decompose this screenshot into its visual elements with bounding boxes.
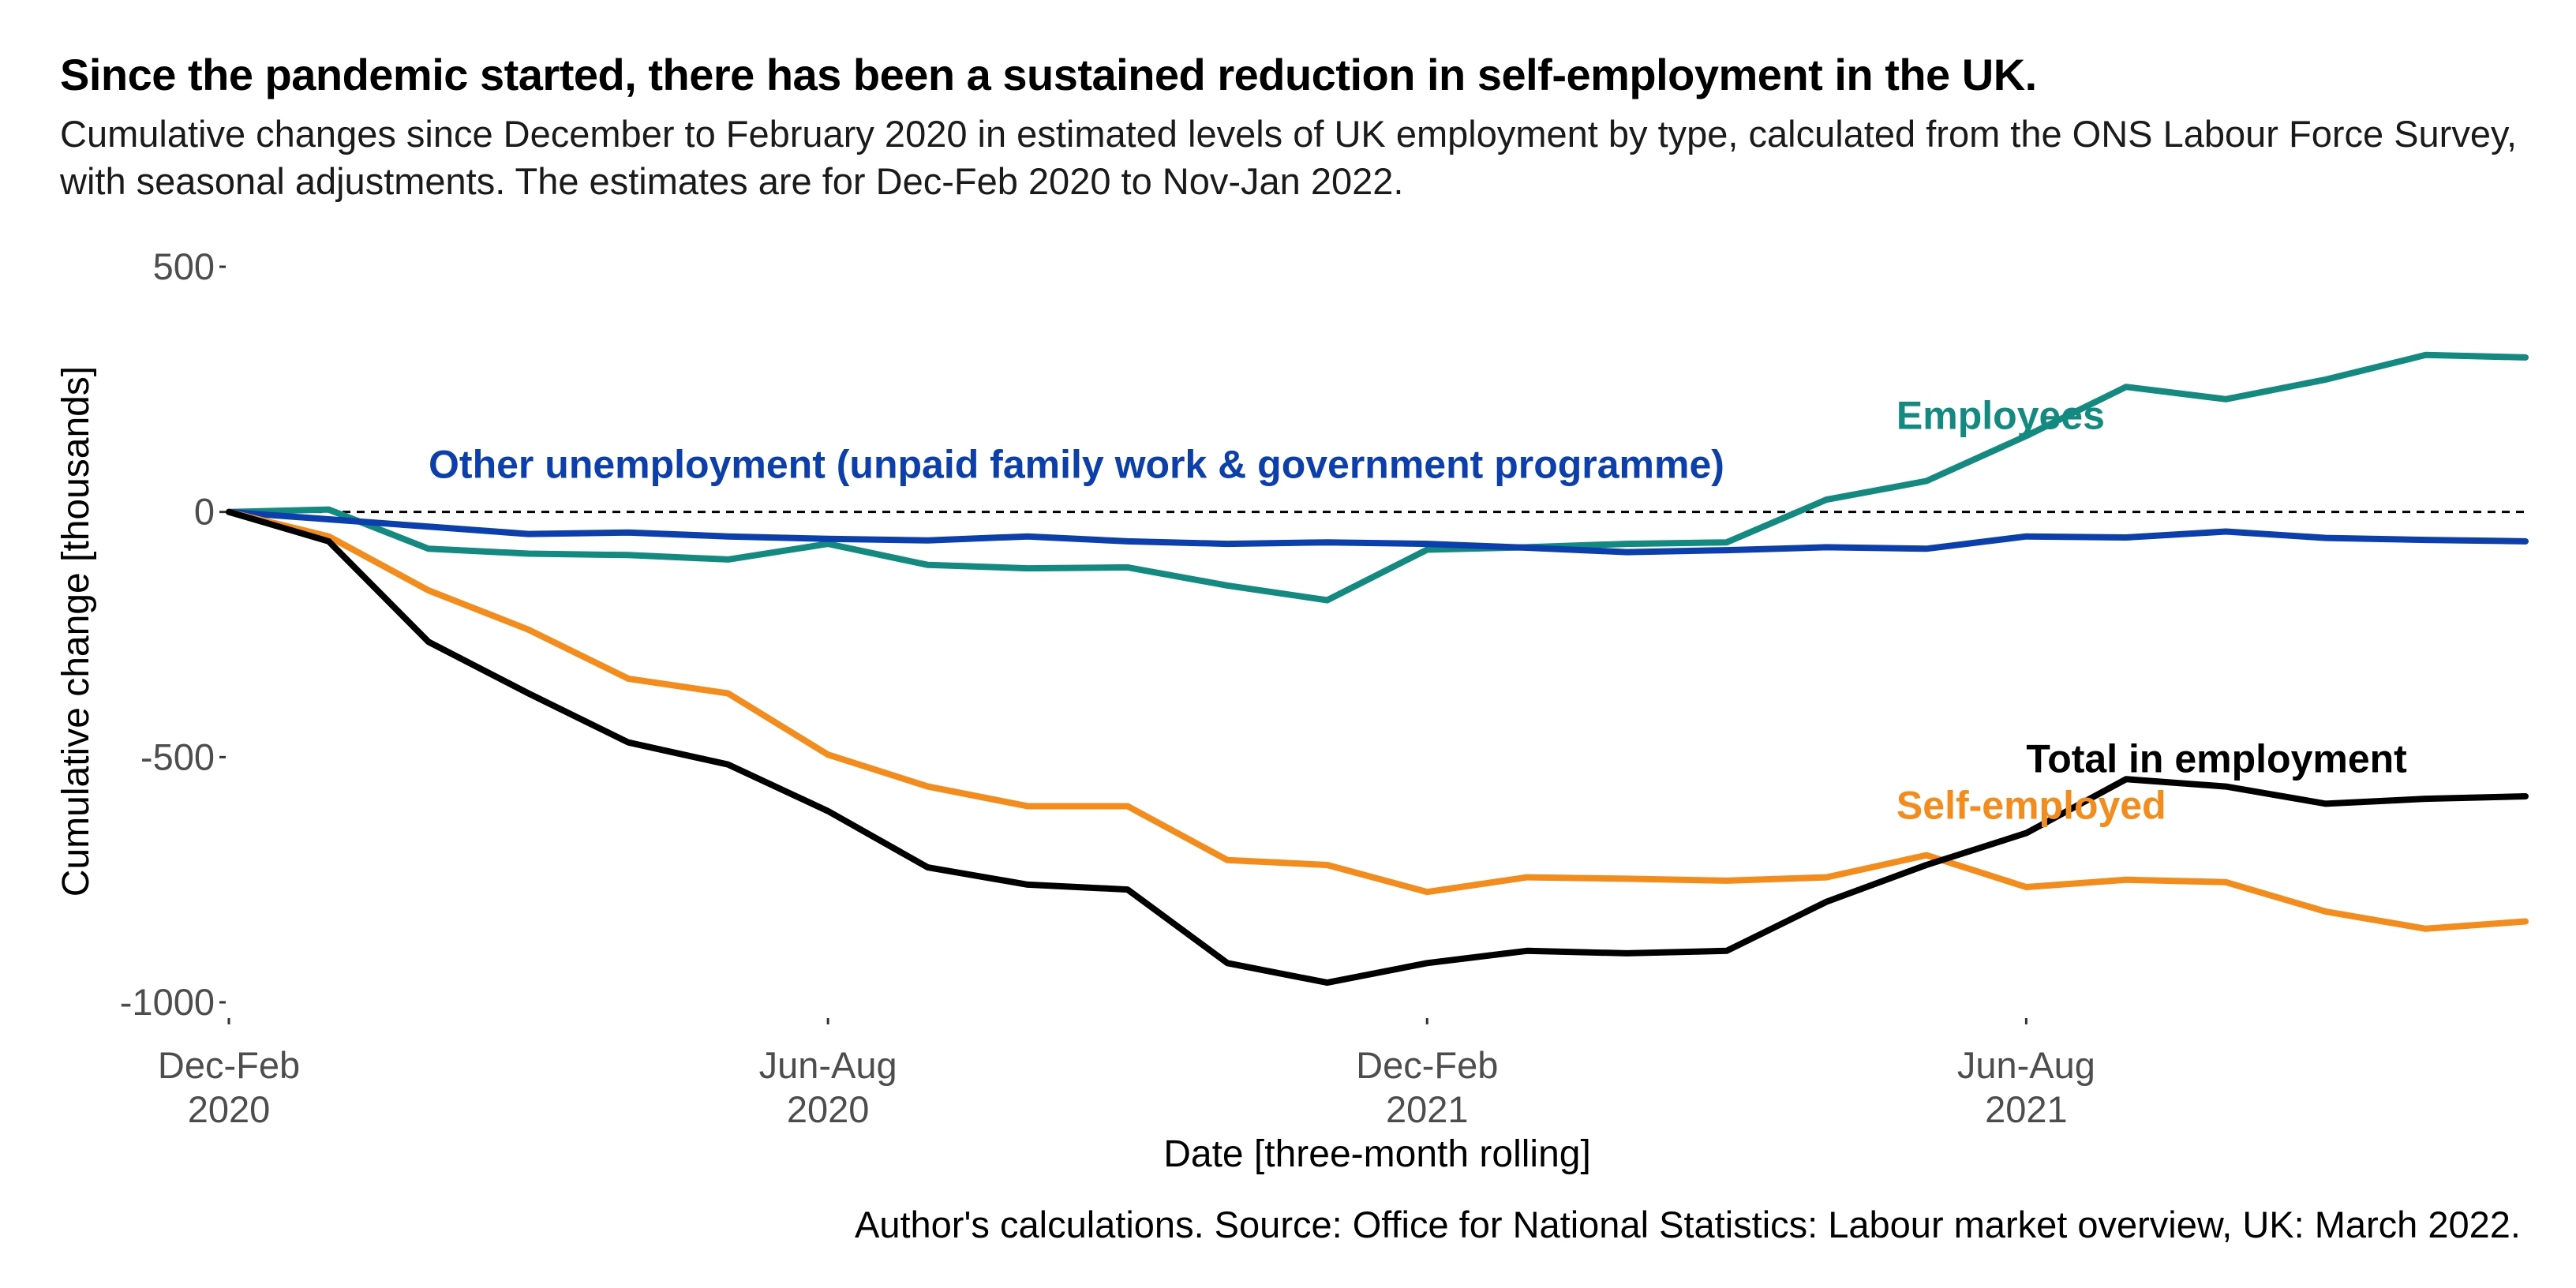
series-line-other-unemployment-unpaid-family-work-government-programme <box>226 508 2529 556</box>
x-tick-label: 2020 <box>787 1088 870 1130</box>
y-tick-label: -1000 <box>120 981 215 1023</box>
series-label-total-in-employment: Total in employment <box>2026 736 2407 781</box>
series-line-total-in-employment <box>226 508 2529 987</box>
y-tick-label: 500 <box>153 245 215 287</box>
series-line-employees <box>226 351 2529 604</box>
series-label-self-employed: Self-employed <box>1896 783 2166 827</box>
x-axis-title: Date [three-month rolling] <box>1163 1133 1591 1175</box>
x-tick-label: Jun-Aug <box>1957 1044 2095 1086</box>
chart-title: Since the pandemic started, there has be… <box>60 50 2037 99</box>
x-tick-label: 2021 <box>1386 1088 1469 1130</box>
series-labels: Employees Other unemployment (unpaid fami… <box>429 394 2407 828</box>
x-tick-label: Jun-Aug <box>759 1044 897 1086</box>
y-axis: 500 0 -500 -1000 <box>120 245 226 1023</box>
x-axis: Dec-Feb2020Jun-Aug2020Dec-Feb2021Jun-Aug… <box>158 1018 2095 1130</box>
x-tick-label: 2021 <box>1985 1088 2068 1130</box>
x-tick-label: Dec-Feb <box>1356 1044 1498 1086</box>
source-caption: Author's calculations. Source: Office fo… <box>854 1204 2521 1245</box>
y-axis-title: Cumulative change [thousands] <box>55 366 97 897</box>
series-lines <box>226 351 2529 987</box>
chart-subtitle: Cumulative changes since December to Feb… <box>60 113 2518 202</box>
series-label-other-unemployment-unpaid-family-work-government-programme: Other unemployment (unpaid family work &… <box>429 443 1724 487</box>
series-line-self-employed <box>226 508 2529 932</box>
x-tick-label: Dec-Feb <box>158 1044 300 1086</box>
y-tick-label: 0 <box>194 491 215 533</box>
y-tick-label: -500 <box>140 736 215 777</box>
series-label-employees: Employees <box>1896 394 2105 438</box>
x-tick-label: 2020 <box>188 1088 271 1130</box>
